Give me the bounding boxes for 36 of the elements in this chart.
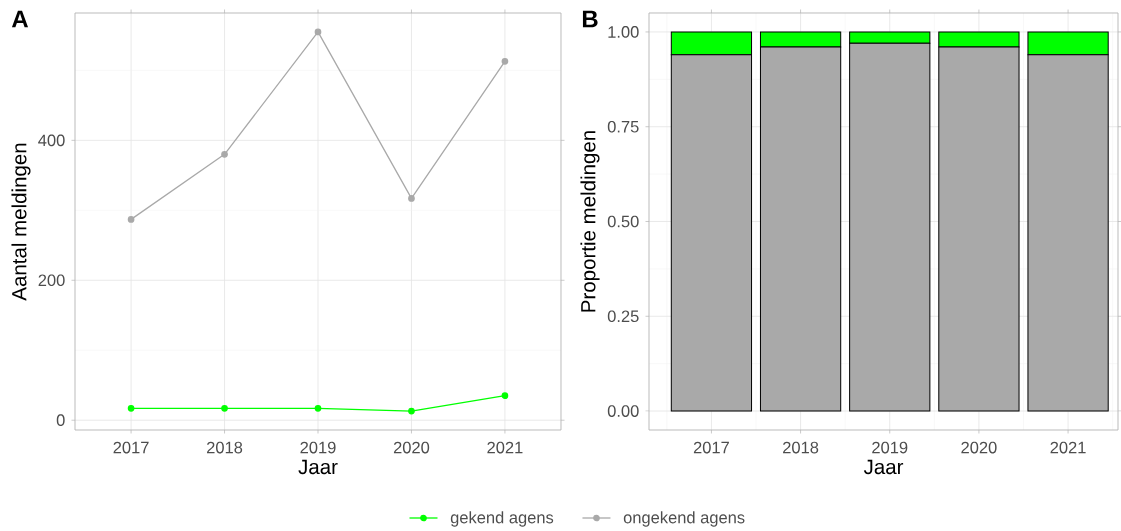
y-tick-label: 0.25	[607, 310, 639, 323]
point	[314, 404, 322, 412]
y-tick-label: 1.00	[608, 26, 639, 38]
x-tick-label: 2020	[393, 441, 430, 454]
legend-label: ongekend agens	[623, 511, 745, 527]
chart-title: A	[11, 10, 29, 28]
x-tick-label: 2021	[1050, 441, 1086, 454]
x-tick-label: 2017	[113, 441, 149, 454]
y-tick-label: 0	[56, 414, 65, 427]
x-tick-label: 2018	[783, 441, 819, 454]
x-tick-label: 2017	[693, 441, 729, 454]
y-tick-label: 400	[38, 134, 65, 147]
x-axis-title: Jaar	[298, 459, 338, 475]
point	[501, 57, 509, 65]
point	[127, 216, 135, 223]
point	[221, 404, 228, 412]
point	[314, 28, 322, 36]
y-tick-label: 200	[38, 274, 65, 287]
y-axis-title: Aantal meldingen	[11, 143, 31, 301]
point	[127, 404, 135, 412]
y-axis-title: Proportie meldingen	[580, 131, 600, 312]
x-axis-title: Jaar	[863, 459, 904, 475]
point	[221, 150, 228, 158]
point	[501, 392, 509, 400]
x-tick-label: 2019	[300, 441, 336, 454]
chart-title: B	[582, 10, 598, 28]
point	[408, 407, 415, 415]
x-tick-label: 2021	[487, 441, 523, 454]
x-tick-label: 2018	[207, 441, 243, 454]
point	[408, 195, 415, 202]
legend-label: gekend agens	[450, 511, 554, 527]
y-tick-label: 0.75	[607, 120, 639, 133]
y-tick-label: 0.50	[607, 215, 639, 228]
y-tick-label: 0.00	[607, 405, 639, 417]
x-tick-label: 2019	[872, 441, 908, 454]
x-tick-label: 2020	[961, 441, 997, 454]
